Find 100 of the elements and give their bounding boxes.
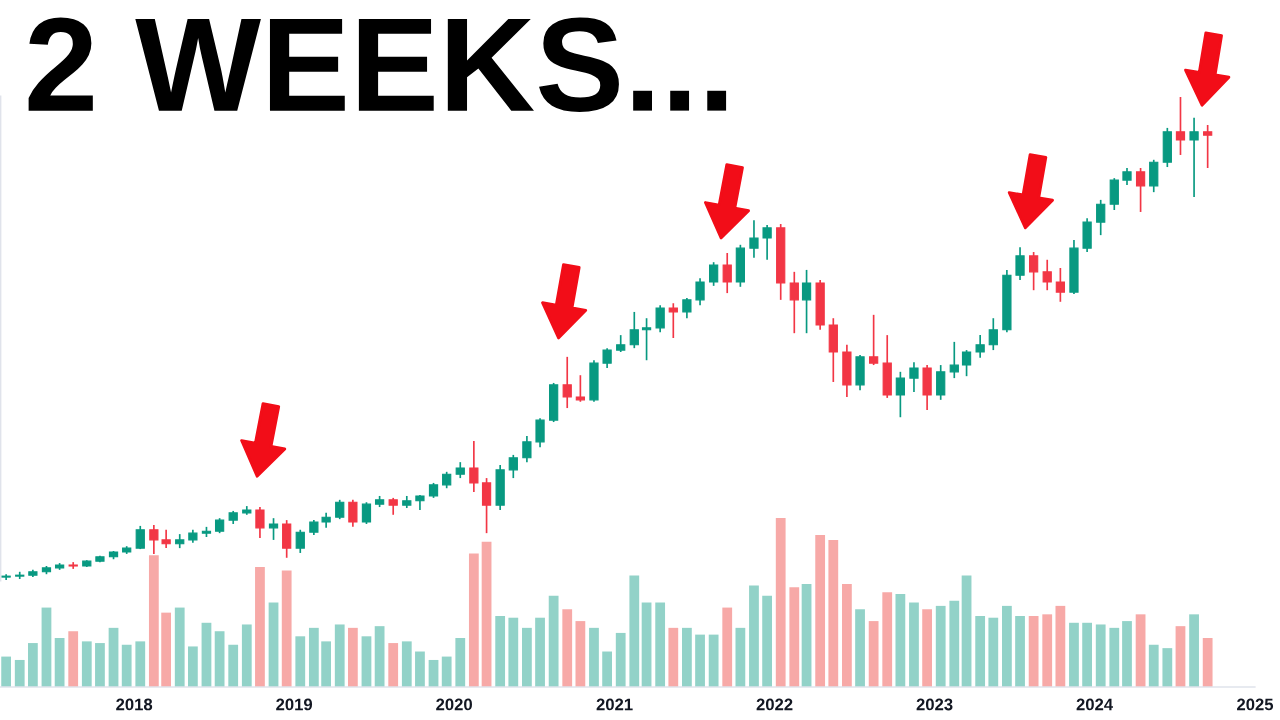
candlestick <box>348 498 358 528</box>
bar <box>988 617 999 687</box>
bar <box>615 632 626 687</box>
bar <box>575 621 586 687</box>
bar <box>347 627 358 687</box>
bar <box>228 644 239 687</box>
bar <box>801 583 812 687</box>
bar <box>548 595 559 687</box>
bar <box>187 646 198 687</box>
x-tick-label: 2020 <box>436 698 472 711</box>
candlestick <box>762 224 772 261</box>
candlestick <box>1189 116 1199 198</box>
x-tick-label: 2021 <box>596 698 633 711</box>
bar <box>735 627 746 687</box>
bar <box>27 643 38 687</box>
bar <box>935 605 946 687</box>
candlestick <box>909 361 919 393</box>
bar <box>682 627 692 687</box>
bar <box>321 641 332 687</box>
bar <box>1175 626 1186 687</box>
candlestick <box>1203 124 1213 169</box>
candlestick <box>562 356 572 409</box>
bar <box>135 641 146 687</box>
bar <box>882 592 893 687</box>
candlestick <box>1149 158 1159 193</box>
bar <box>508 617 519 687</box>
bar <box>401 641 412 687</box>
bar <box>1135 614 1146 687</box>
bar <box>922 609 933 687</box>
bar <box>201 622 212 687</box>
bar <box>789 587 800 687</box>
candlestick <box>949 341 959 379</box>
bar <box>975 616 986 687</box>
bar <box>81 641 92 687</box>
bar <box>855 609 865 687</box>
bar <box>1069 622 1079 687</box>
x-tick-label: 2023 <box>916 698 953 711</box>
candlestick <box>161 528 171 549</box>
candlestick <box>709 261 719 287</box>
bar <box>388 643 399 687</box>
candlestick <box>655 304 665 334</box>
bar <box>415 651 425 687</box>
candlestick <box>1015 246 1025 281</box>
bar <box>535 617 545 687</box>
candlestick <box>1175 96 1186 156</box>
candlestick <box>255 506 265 539</box>
bar <box>241 624 252 687</box>
bar <box>1162 648 1173 687</box>
candlestick <box>1096 199 1106 236</box>
bar <box>1202 637 1213 687</box>
candlestick <box>508 454 518 479</box>
bar <box>708 634 719 687</box>
bar <box>868 621 879 687</box>
bar <box>775 518 786 687</box>
candlestick <box>895 370 906 419</box>
bar <box>602 651 613 687</box>
bar <box>655 602 666 687</box>
candlestick <box>749 219 759 259</box>
bar <box>895 594 906 687</box>
candlestick <box>668 302 678 339</box>
bar <box>148 555 159 687</box>
candlestick <box>149 524 159 555</box>
candlestick <box>295 528 305 554</box>
bar <box>108 627 119 687</box>
bar <box>281 570 292 687</box>
x-tick-label: 2024 <box>1076 698 1114 711</box>
bar <box>589 627 599 687</box>
bar <box>1015 616 1025 687</box>
candlestick <box>575 374 586 403</box>
bar <box>961 575 972 687</box>
candlestick <box>641 317 652 362</box>
bar <box>1095 624 1106 687</box>
bar <box>562 609 573 687</box>
candlestick <box>268 517 279 541</box>
bar <box>214 631 225 687</box>
candlestick <box>1029 251 1039 292</box>
bar <box>308 627 319 687</box>
bar <box>174 607 185 687</box>
bar <box>668 627 679 687</box>
bar <box>1028 616 1039 687</box>
bar <box>641 602 652 687</box>
candlestick <box>1135 167 1146 213</box>
x-tick-label: 2018 <box>116 698 153 711</box>
candlestick <box>988 317 998 351</box>
bar <box>361 636 372 687</box>
bar <box>295 636 306 687</box>
bar <box>722 607 733 687</box>
bar <box>1148 644 1159 687</box>
bar <box>749 585 759 687</box>
bar <box>828 539 839 687</box>
bar <box>495 616 506 687</box>
bar <box>522 627 532 687</box>
bar <box>255 567 265 687</box>
bar <box>481 541 492 687</box>
bar <box>1109 627 1120 687</box>
bar <box>374 626 385 687</box>
candlestick <box>361 501 372 525</box>
candlestick <box>789 271 799 335</box>
bar <box>54 637 65 687</box>
candlestick <box>975 334 985 359</box>
